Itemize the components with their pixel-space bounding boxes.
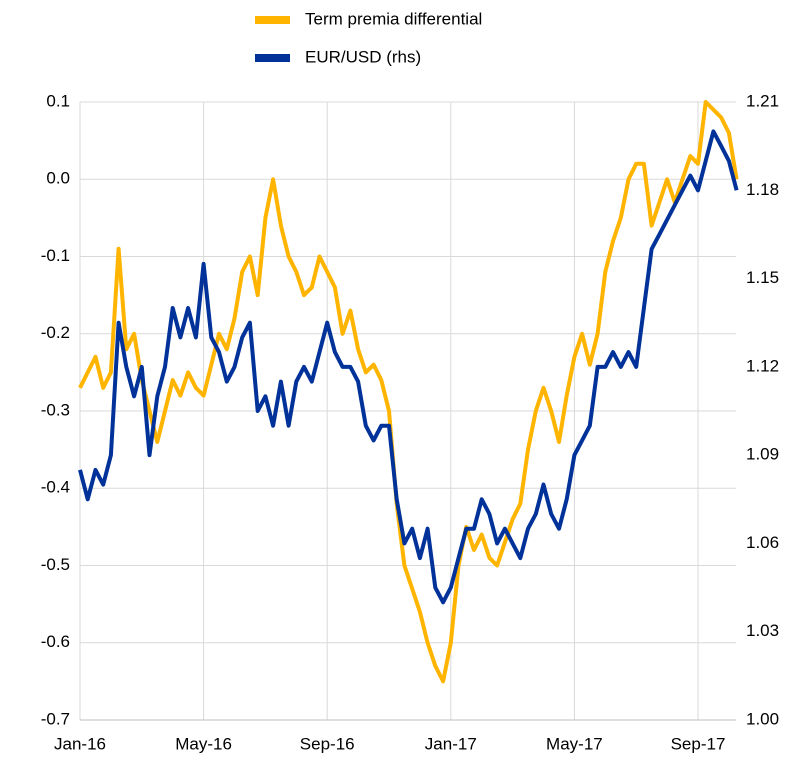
y-tick-label: -0.6 xyxy=(41,632,70,651)
y-tick-label: -0.7 xyxy=(41,709,70,728)
x-tick-label: Sep-17 xyxy=(671,734,726,753)
x-tick-label: Jan-17 xyxy=(425,734,477,753)
line-series xyxy=(78,100,739,684)
y2-tick-label: 1.18 xyxy=(746,180,779,199)
y-tick-label: -0.2 xyxy=(41,323,70,342)
y-tick-label: -0.4 xyxy=(41,478,70,497)
y2-tick-label: 1.15 xyxy=(746,268,779,287)
x-tick-label: May-16 xyxy=(175,734,232,753)
y-tick-label: -0.5 xyxy=(41,555,70,574)
y-tick-label: 0.1 xyxy=(46,91,70,110)
x-tick-label: Jan-16 xyxy=(54,734,106,753)
y-tick-label: 0.0 xyxy=(46,169,70,188)
y2-tick-label: 1.00 xyxy=(746,709,779,728)
x-tick-label: Sep-16 xyxy=(300,734,355,753)
legend-label: Term premia differential xyxy=(305,9,482,28)
x-tick-label: May-17 xyxy=(546,734,603,753)
y2-tick-label: 1.09 xyxy=(746,445,779,464)
y-tick-label: -0.3 xyxy=(41,400,70,419)
y2-tick-label: 1.06 xyxy=(746,533,779,552)
legend-label: EUR/USD (rhs) xyxy=(305,47,421,66)
line-series xyxy=(78,129,739,605)
y2-tick-label: 1.12 xyxy=(746,356,779,375)
y2-tick-label: 1.03 xyxy=(746,621,779,640)
y-tick-label: -0.1 xyxy=(41,246,70,265)
y2-tick-label: 1.21 xyxy=(746,91,779,110)
